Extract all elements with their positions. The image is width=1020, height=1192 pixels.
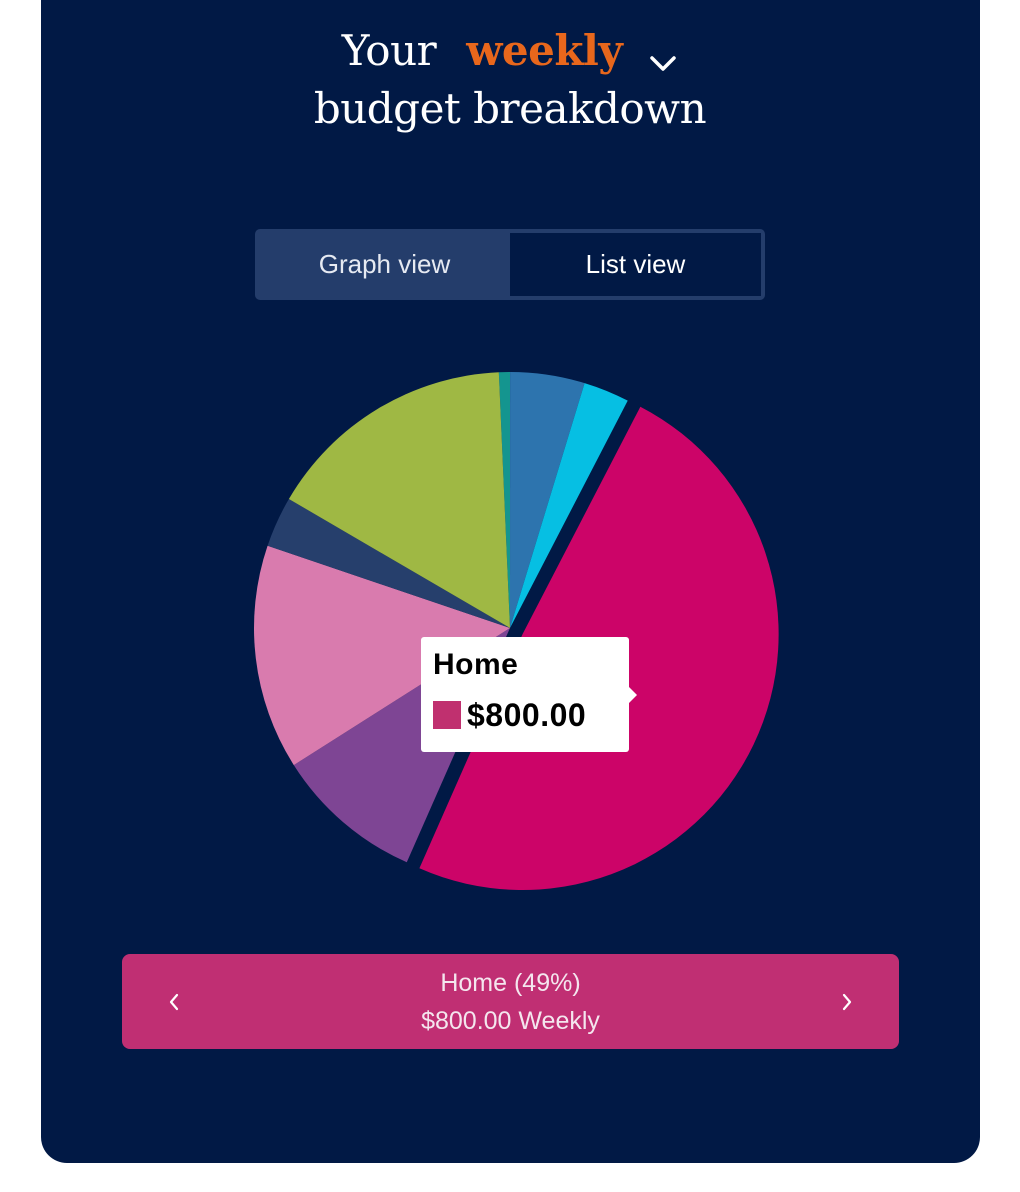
title-prefix: Your — [341, 26, 437, 75]
pie-chart-svg[interactable] — [0, 0, 1020, 940]
chevron-right-icon — [842, 993, 852, 1010]
title-suffix: budget breakdown — [313, 84, 707, 133]
chart-tooltip: Home $800.00 — [421, 637, 637, 752]
tab-graph-view-label: Graph view — [318, 249, 451, 279]
next-category-button[interactable] — [835, 990, 859, 1014]
period-dropdown[interactable]: weekly — [466, 22, 623, 80]
pie-slice-category-navy[interactable] — [267, 498, 510, 628]
pie-chart — [0, 0, 1020, 940]
tab-graph-view[interactable]: Graph view — [259, 233, 510, 296]
pie-slice-category-pink[interactable] — [253, 545, 510, 766]
tab-list-view[interactable]: List view — [510, 233, 761, 296]
selected-category-title: Home (49%) — [440, 968, 581, 997]
page-title: Your weekly budget breakdown — [0, 22, 1020, 138]
pie-slice-category-teal[interactable] — [498, 372, 511, 628]
selected-category-info: Home (49%) $800.00 Weekly — [421, 964, 600, 1040]
tooltip-label: Home — [433, 648, 519, 681]
period-label: weekly — [466, 26, 623, 75]
view-toggle: Graph view List view — [255, 229, 765, 300]
chevron-down-icon[interactable] — [648, 36, 678, 71]
tab-list-view-label: List view — [585, 249, 686, 279]
tooltip-value: $800.00 — [467, 697, 587, 733]
category-selector: Home (49%) $800.00 Weekly — [122, 954, 899, 1049]
pie-slice-category-steel-blue[interactable] — [510, 372, 585, 628]
pie-slice-category-cyan[interactable] — [510, 383, 628, 628]
chevron-left-icon — [169, 993, 179, 1010]
previous-category-button[interactable] — [162, 990, 186, 1014]
pie-slice-category-green[interactable] — [288, 372, 510, 628]
tooltip-swatch — [433, 701, 461, 729]
selected-category-amount: $800.00 Weekly — [421, 1006, 600, 1035]
